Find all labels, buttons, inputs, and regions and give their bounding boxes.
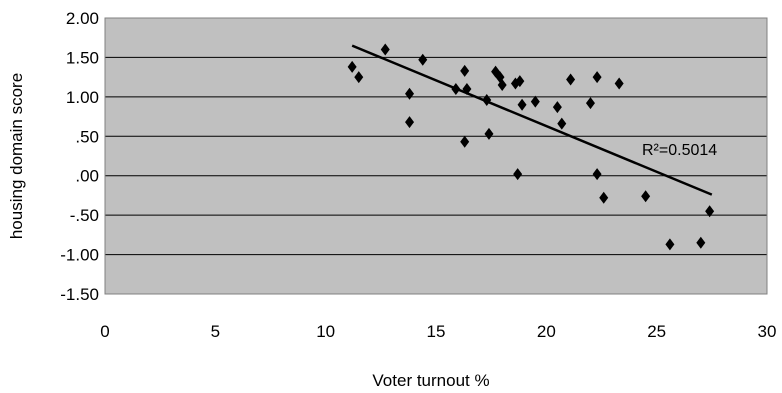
data-point — [451, 82, 461, 95]
data-point — [566, 73, 576, 86]
data-points — [347, 43, 715, 251]
data-point — [696, 236, 706, 249]
data-point — [380, 43, 390, 56]
y-tick-label: 1.00 — [66, 88, 99, 107]
r-squared-annotation: R²=0.5014 — [642, 142, 717, 159]
data-point — [599, 191, 609, 204]
y-tick-label: 1.50 — [66, 48, 99, 67]
data-point — [552, 101, 562, 114]
x-tick-label: 15 — [427, 322, 446, 341]
y-tick-labels: 2.00 1.50 1.00 .50 .00 -.50 -1.00 -1.50 — [60, 9, 99, 304]
y-tick-label: .50 — [75, 127, 99, 146]
x-tick-label: 0 — [100, 322, 109, 341]
data-point — [347, 60, 357, 73]
plot-area — [105, 18, 767, 294]
data-point — [354, 71, 364, 84]
data-point — [592, 71, 602, 84]
y-tick-label: -1.50 — [60, 285, 99, 304]
y-tick-label: .00 — [75, 167, 99, 186]
x-tick-labels: 0 5 10 15 20 25 30 — [100, 322, 776, 341]
data-point — [482, 94, 492, 107]
x-tick-label: 5 — [211, 322, 220, 341]
data-point — [705, 205, 715, 218]
data-point — [592, 168, 602, 181]
data-point — [517, 98, 527, 111]
data-point — [418, 53, 428, 66]
data-point — [460, 64, 470, 77]
data-point — [513, 168, 523, 181]
x-axis-label: Voter turnout % — [372, 371, 489, 390]
data-point — [665, 238, 675, 251]
data-point — [557, 117, 567, 130]
y-tick-label: -.50 — [70, 206, 99, 225]
data-point — [462, 82, 472, 95]
x-tick-label: 25 — [647, 322, 666, 341]
y-tick-label: 2.00 — [66, 9, 99, 28]
y-axis-label: housing domain score — [7, 73, 26, 239]
data-point — [405, 116, 415, 129]
x-tick-label: 20 — [537, 322, 556, 341]
x-tick-label: 10 — [316, 322, 335, 341]
data-point — [497, 79, 507, 92]
x-tick-label: 30 — [758, 322, 777, 341]
data-point — [614, 77, 624, 90]
plot-frame — [104, 17, 768, 295]
data-point — [641, 190, 651, 203]
data-point — [530, 95, 540, 108]
y-tick-label: -1.00 — [60, 246, 99, 265]
data-point — [460, 135, 470, 148]
data-point — [405, 87, 415, 100]
trendline — [351, 44, 713, 196]
data-point — [515, 75, 525, 88]
data-point — [585, 97, 595, 110]
data-point — [484, 127, 494, 140]
